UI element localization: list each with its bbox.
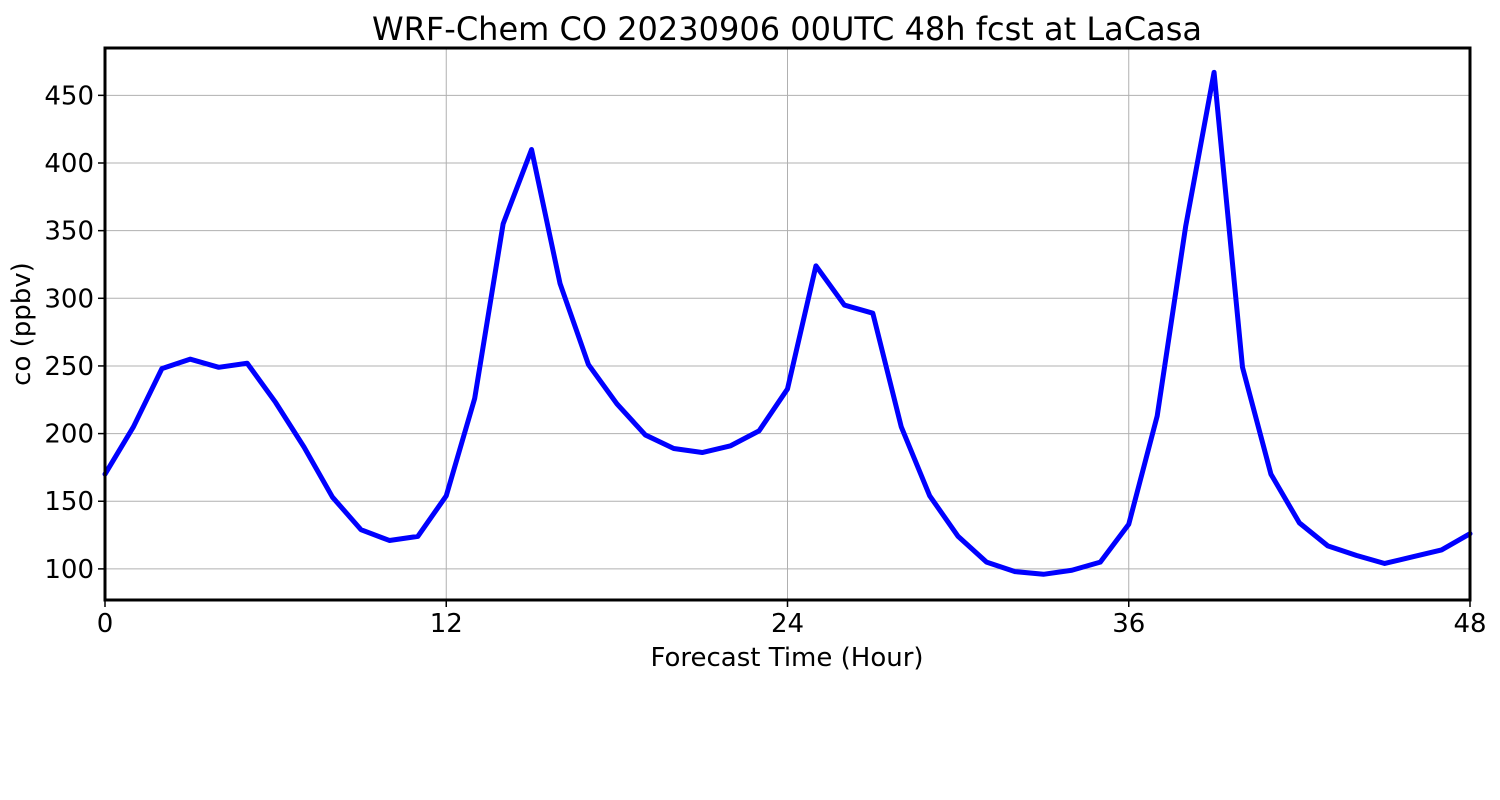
grid-lines — [104, 48, 1471, 600]
x-axis-label: Forecast Time (Hour) — [650, 643, 923, 673]
series-line — [102, 69, 1473, 577]
y-tick-label: 300 — [44, 284, 94, 314]
series-layer — [102, 69, 1473, 577]
y-axis-label: co (ppbv) — [7, 262, 37, 386]
x-tick-label: 24 — [771, 609, 804, 639]
x-tick-label: 36 — [1112, 609, 1145, 639]
y-tick-label: 100 — [44, 555, 94, 585]
x-tick-label: 12 — [430, 609, 463, 639]
x-tick-label: 48 — [1453, 609, 1486, 639]
y-tick-label: 200 — [44, 420, 94, 450]
axis-ticks: 0 12 24 36 48 100 150 200 250 300 350 400 450 — [44, 81, 1486, 639]
y-tick-label: 400 — [44, 149, 94, 179]
y-tick-label: 250 — [44, 352, 94, 382]
y-tick-label: 350 — [44, 217, 94, 247]
y-tick-label: 450 — [44, 81, 94, 111]
chart-title: WRF-Chem CO 20230906 00UTC 48h fcst at L… — [372, 10, 1202, 48]
y-tick-label: 150 — [44, 487, 94, 517]
x-tick-label: 0 — [97, 609, 114, 639]
